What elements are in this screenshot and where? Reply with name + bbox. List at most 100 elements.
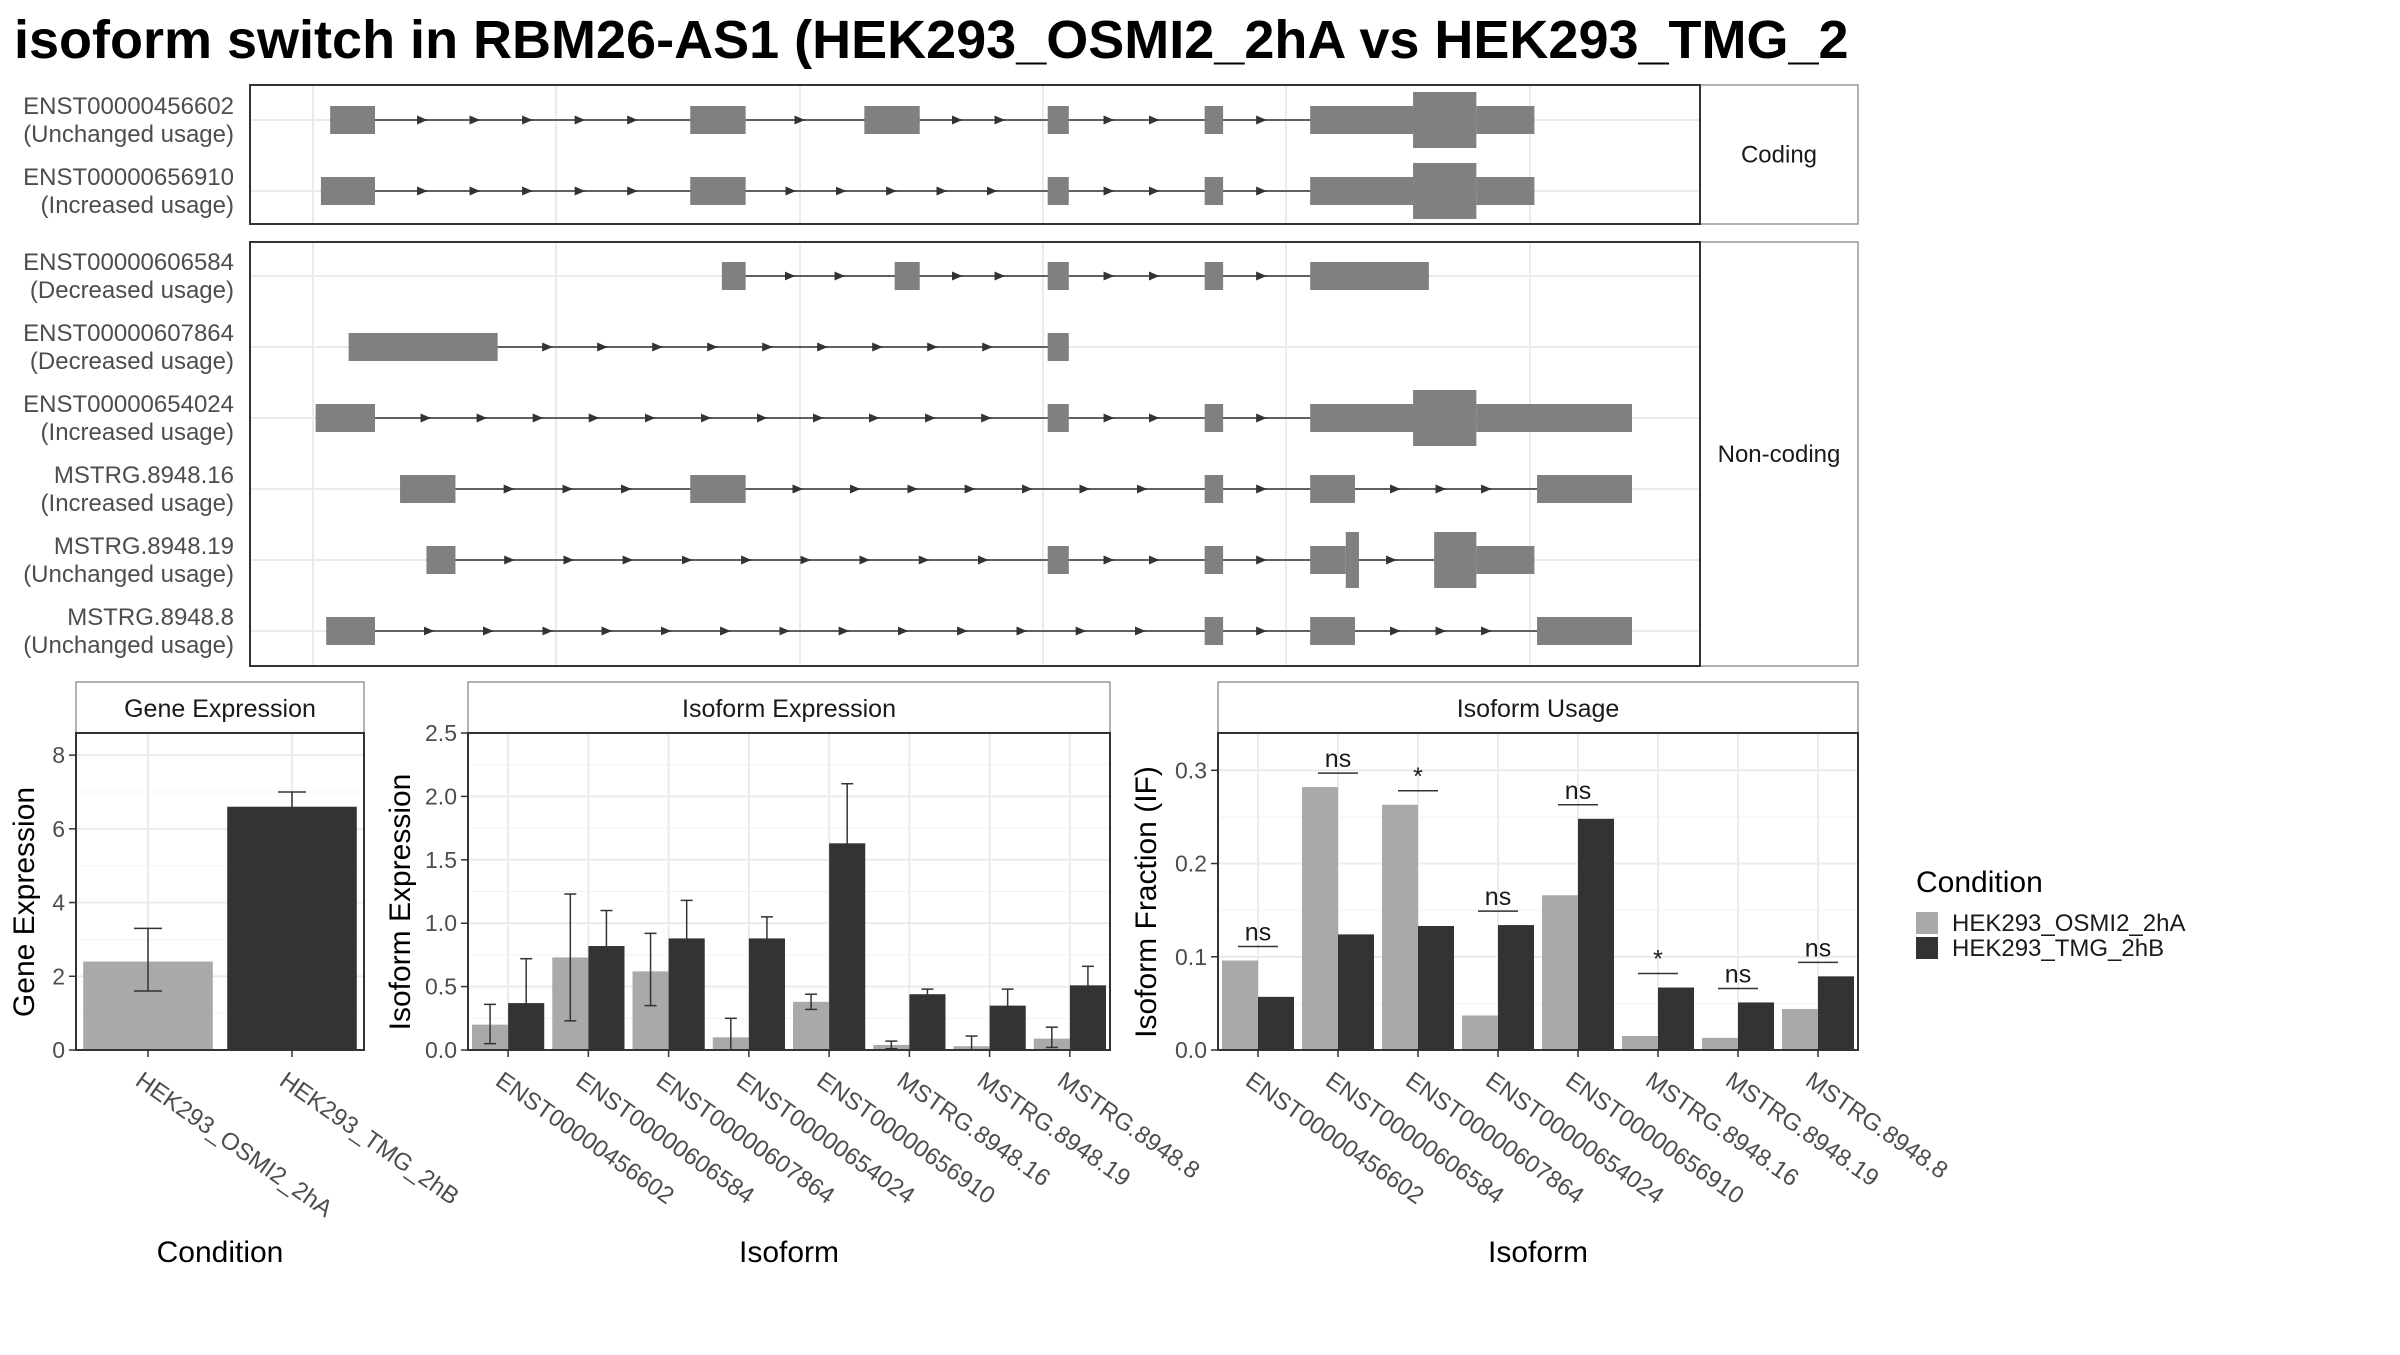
bar: [1738, 1002, 1774, 1050]
exon-block: [400, 475, 456, 503]
bar: [1702, 1037, 1738, 1050]
y-tick-label: 1.5: [425, 847, 457, 873]
bar: [1462, 1015, 1498, 1050]
exon-block: [1413, 163, 1477, 219]
structure-strip: [1699, 84, 1859, 225]
transcript-usage: (Increased usage): [41, 192, 234, 219]
exon-block: [1476, 177, 1535, 205]
bar: [1542, 895, 1578, 1050]
plot-panel-border: [467, 732, 1111, 1051]
exon-block: [1476, 404, 1632, 432]
y-tick-label: 6: [52, 816, 65, 842]
significance-label: ns: [1325, 745, 1351, 773]
legend-label: HEK293_TMG_2hB: [1952, 935, 2164, 962]
transcript-name: MSTRG.8948.16: [54, 462, 234, 489]
transcript-usage: (Decreased usage): [30, 277, 234, 304]
transcript-usage: (Unchanged usage): [23, 632, 234, 659]
y-axis-title: Gene Expression: [8, 787, 41, 1017]
exon-block: [1047, 262, 1069, 290]
transcript-usage: (Decreased usage): [30, 348, 234, 375]
panel-strip: [467, 681, 1111, 734]
exon-block: [1476, 106, 1535, 134]
exon-block: [690, 177, 746, 205]
legend-title: Condition: [1916, 866, 2043, 899]
exon-block: [1345, 532, 1359, 588]
bar: [1622, 1036, 1658, 1050]
bar: [227, 806, 357, 1050]
structure-panel-bg: [250, 242, 1700, 666]
exon-block: [330, 106, 375, 134]
bar: [1222, 960, 1258, 1050]
transcript-name: ENST00000607864: [23, 320, 234, 347]
exon-block: [1310, 617, 1356, 645]
exon-block: [1476, 546, 1535, 574]
bar: [1578, 818, 1614, 1050]
exon-block: [1204, 475, 1224, 503]
exon-block: [1434, 532, 1477, 588]
bar: [1338, 934, 1374, 1050]
y-tick-label: 1.0: [425, 910, 457, 936]
transcript-usage: (Unchanged usage): [23, 121, 234, 148]
y-tick-label: 2: [52, 963, 65, 989]
exon-block: [1310, 546, 1346, 574]
exon-block: [1047, 106, 1069, 134]
panel-title: Isoform Usage: [1457, 695, 1620, 723]
exon-block: [1047, 333, 1069, 361]
structure-panel-border: [249, 241, 1701, 667]
exon-block: [1204, 617, 1224, 645]
panel-strip: [1217, 681, 1859, 734]
exon-block: [1537, 475, 1632, 503]
significance-label: ns: [1245, 919, 1271, 947]
exon-block: [1204, 177, 1224, 205]
x-axis-title: Condition: [157, 1236, 284, 1269]
transcript-usage: (Increased usage): [41, 419, 234, 446]
y-tick-label: 2.5: [425, 720, 457, 746]
significance-label: ns: [1805, 934, 1831, 962]
bar: [1782, 1008, 1818, 1050]
transcript-usage: (Unchanged usage): [23, 561, 234, 588]
exon-block: [426, 546, 456, 574]
y-tick-label: 0.5: [425, 974, 457, 1000]
y-tick-label: 2.0: [425, 783, 457, 809]
bar: [1382, 804, 1418, 1050]
y-axis-title: Isoform Expression: [384, 774, 417, 1031]
y-tick-label: 4: [52, 890, 65, 916]
exon-block: [1204, 262, 1224, 290]
panel-title: Gene Expression: [124, 695, 316, 723]
plot-panel-border: [75, 732, 365, 1051]
significance-label: ns: [1565, 777, 1591, 805]
legend-label: HEK293_OSMI2_2hA: [1952, 910, 2185, 937]
x-axis-title: Isoform: [1488, 1236, 1588, 1269]
panel-title: Isoform Expression: [682, 695, 896, 723]
bar: [1258, 996, 1294, 1050]
y-tick-label: 8: [52, 742, 65, 768]
exon-block: [690, 475, 746, 503]
transcript-name: ENST00000606584: [23, 249, 234, 276]
exon-block: [1047, 546, 1069, 574]
x-axis-title: Isoform: [739, 1236, 839, 1269]
significance-label: *: [1413, 763, 1423, 791]
structure-strip: [1699, 241, 1859, 667]
significance-label: ns: [1725, 960, 1751, 988]
transcript-name: MSTRG.8948.19: [54, 533, 234, 560]
y-tick-label: 0: [52, 1037, 65, 1063]
transcript-name: ENST00000654024: [23, 391, 234, 418]
transcript-usage: (Increased usage): [41, 490, 234, 517]
exon-block: [320, 177, 375, 205]
y-axis-title: Isoform Fraction (IF): [1130, 766, 1163, 1038]
legend-swatch: [1916, 912, 1938, 934]
exon-block: [1047, 177, 1069, 205]
exon-block: [690, 106, 746, 134]
chart-title: isoform switch in RBM26-AS1 (HEK293_OSMI…: [14, 10, 1849, 70]
y-tick-label: 0.2: [1175, 851, 1207, 877]
exon-block: [1047, 404, 1069, 432]
exon-block: [1204, 404, 1224, 432]
exon-block: [1204, 546, 1224, 574]
bar: [1818, 976, 1854, 1050]
exon-block: [1310, 106, 1414, 134]
y-tick-label: 0.0: [1175, 1037, 1207, 1063]
transcript-name: MSTRG.8948.8: [67, 604, 234, 631]
y-tick-label: 0.3: [1175, 757, 1207, 783]
exon-block: [1413, 92, 1477, 148]
